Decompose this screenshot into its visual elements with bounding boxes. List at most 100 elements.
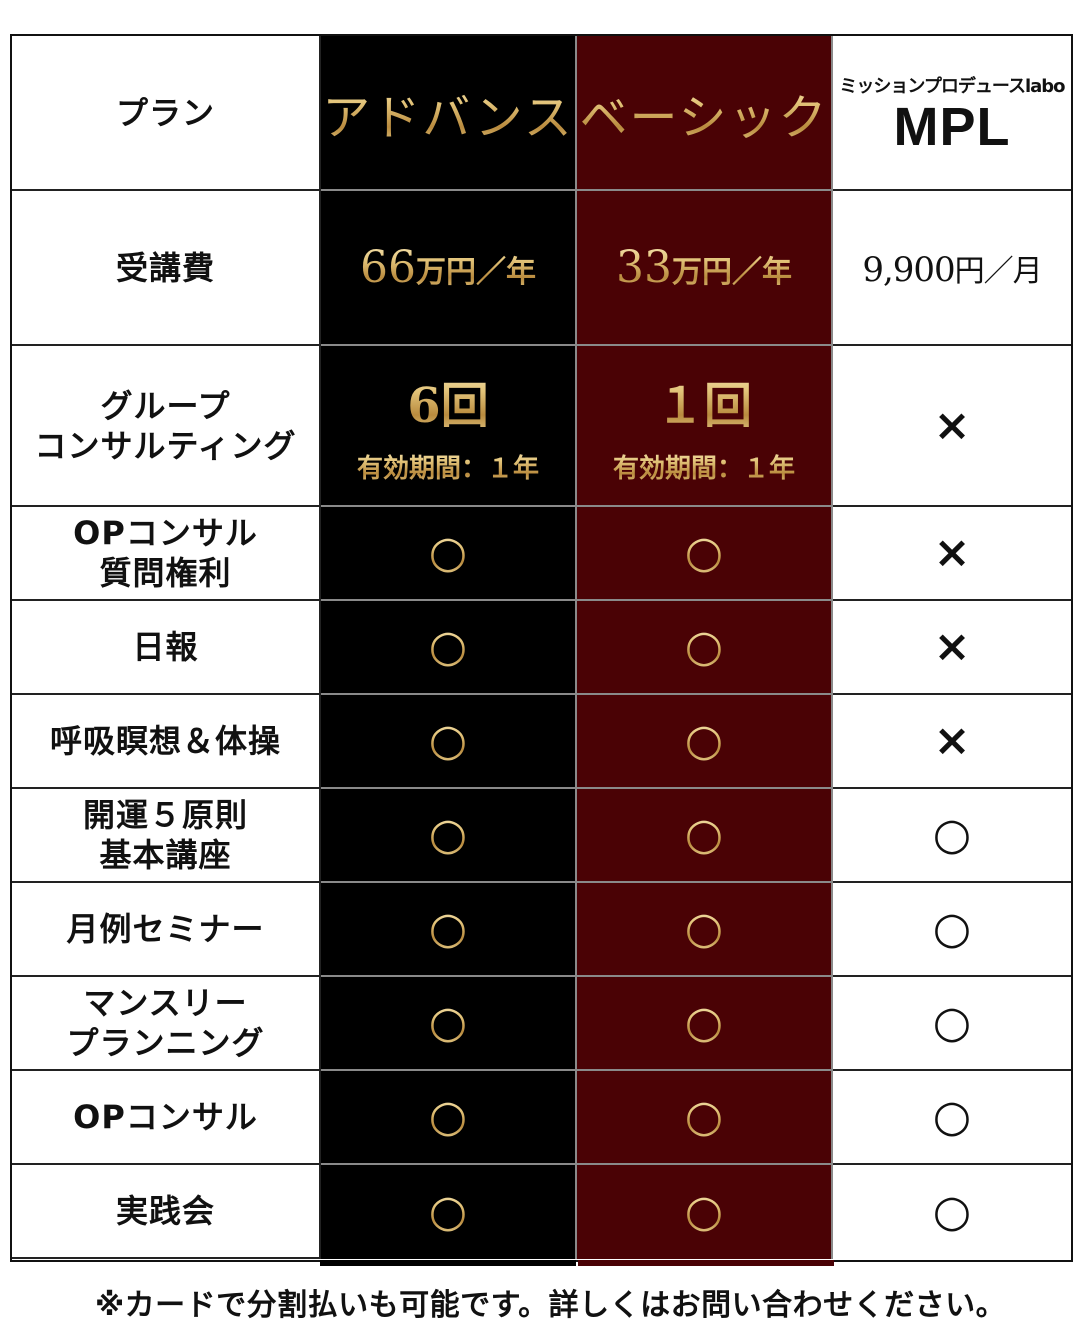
row-mpl: ○ [833, 789, 1071, 883]
row-label-line1: OPコンサル [73, 1098, 258, 1136]
row-basic: ○ [577, 1165, 833, 1259]
row-basic: ○ [577, 977, 833, 1071]
row-mpl: × [833, 695, 1071, 789]
row-label-line1: 日報 [132, 628, 199, 666]
row-label: マンスリー プランニング [12, 977, 321, 1071]
row-label: 日報 [12, 601, 321, 695]
fee-mpl: 9,900円／月 [833, 191, 1071, 346]
row-advance: ○ [321, 977, 577, 1071]
basic-mark: ○ [684, 809, 724, 860]
advance-mark: ○ [428, 903, 468, 954]
row-mpl: ○ [833, 1071, 1071, 1165]
row-basic: ○ [577, 1071, 833, 1165]
plan-comparison-table: プラン アドバンス ベーシック ミッションプロデュースlabo MPL 受講費 … [10, 34, 1073, 1262]
advance-mark: ○ [428, 715, 468, 766]
row-mpl: × [833, 507, 1071, 601]
group-basic: １回 有効期間：１年 [577, 346, 833, 507]
fee-basic-amount: 33 [616, 242, 672, 293]
row-basic: ○ [577, 507, 833, 601]
row-label-line1: 開運５原則 [82, 796, 248, 834]
footnote: ※カードで分割払いも可能です。詳しくはお問い合わせください。 [95, 1288, 1007, 1323]
header-advance: アドバンス [321, 36, 577, 191]
row-basic: ○ [577, 601, 833, 695]
row-label-line1: 月例セミナー [66, 910, 265, 948]
row-label: 呼吸瞑想＆体操 [12, 695, 321, 789]
row-label-line2: 基本講座 [99, 836, 232, 874]
row-mpl: ○ [833, 977, 1071, 1071]
fee-advance-unit: 万円／年 [416, 255, 536, 290]
row-label-line2: 質問権利 [99, 554, 232, 592]
row-label: 開運５原則 基本講座 [12, 789, 321, 883]
basic-column-tail [578, 1260, 834, 1266]
group-advance: 6回 有効期間：１年 [321, 346, 577, 507]
row-label-line1: 実践会 [115, 1192, 215, 1230]
basic-mark: ○ [684, 527, 724, 578]
mpl-mark: × [933, 715, 971, 766]
row-advance: ○ [321, 1165, 577, 1259]
row-advance: ○ [321, 883, 577, 977]
group-label: グループ コンサルティング [12, 346, 321, 507]
advance-column-tail [320, 1260, 576, 1266]
row-advance: ○ [321, 601, 577, 695]
basic-mark: ○ [684, 715, 724, 766]
row-basic: ○ [577, 695, 833, 789]
row-advance: ○ [321, 507, 577, 601]
plan-name-basic: ベーシック [579, 78, 828, 148]
row-basic: ○ [577, 789, 833, 883]
group-mpl: × [833, 346, 1071, 507]
fee-advance-amount: 66 [360, 242, 416, 293]
mpl-logo: MPL [893, 96, 1011, 157]
header-mpl: ミッションプロデュースlabo MPL [833, 36, 1071, 191]
mpl-mark: × [933, 621, 971, 672]
fee-advance: 66万円／年 [321, 191, 577, 346]
header-plan-text: プラン [115, 93, 215, 132]
group-label-line1: グループ [100, 386, 231, 425]
mpl-mark: × [933, 527, 971, 578]
fee-mpl-amount: 9,900 [862, 249, 955, 290]
row-mpl: ○ [833, 1165, 1071, 1259]
basic-mark: ○ [684, 1186, 724, 1237]
row-label: 月例セミナー [12, 883, 321, 977]
group-advance-count: 6回 [407, 366, 488, 436]
basic-mark: ○ [684, 1091, 724, 1142]
advance-mark: ○ [428, 997, 468, 1048]
row-advance: ○ [321, 695, 577, 789]
group-label-line2: コンサルティング [34, 426, 297, 465]
plan-name-advance: アドバンス [322, 78, 573, 148]
advance-mark: ○ [428, 809, 468, 860]
basic-mark: ○ [684, 903, 724, 954]
row-label-line1: OPコンサル [73, 514, 258, 552]
mpl-subtitle: ミッションプロデュースlabo [839, 75, 1065, 97]
basic-mark: ○ [684, 621, 724, 672]
mpl-mark: ○ [932, 1186, 972, 1237]
row-label-line2: プランニング [66, 1024, 265, 1062]
row-label: 実践会 [12, 1165, 321, 1259]
row-advance: ○ [321, 789, 577, 883]
mpl-mark: ○ [932, 997, 972, 1048]
row-advance: ○ [321, 1071, 577, 1165]
fee-mpl-value: 9,900円／月 [862, 246, 1043, 290]
fee-basic: 33万円／年 [577, 191, 833, 346]
group-basic-count: １回 [656, 366, 752, 436]
advance-mark: ○ [428, 621, 468, 672]
row-basic: ○ [577, 883, 833, 977]
row-mpl: ○ [833, 883, 1071, 977]
fee-label: 受講費 [12, 191, 321, 346]
advance-mark: ○ [428, 527, 468, 578]
advance-mark: ○ [428, 1186, 468, 1237]
fee-mpl-unit: 円／月 [954, 253, 1043, 289]
row-label-line1: 呼吸瞑想＆体操 [49, 722, 281, 760]
header-plan-label: プラン [12, 36, 321, 191]
fee-advance-value: 66万円／年 [360, 242, 536, 293]
group-advance-validity: 有効期間：１年 [357, 448, 539, 485]
fee-basic-unit: 万円／年 [672, 255, 792, 290]
row-label: OPコンサル 質問権利 [12, 507, 321, 601]
header-basic: ベーシック [577, 36, 833, 191]
advance-mark: ○ [428, 1091, 468, 1142]
basic-mark: ○ [684, 997, 724, 1048]
row-label: OPコンサル [12, 1071, 321, 1165]
mpl-mark: ○ [932, 809, 972, 860]
fee-label-text: 受講費 [115, 248, 215, 287]
mpl-mark: ○ [932, 903, 972, 954]
fee-basic-value: 33万円／年 [616, 242, 792, 293]
